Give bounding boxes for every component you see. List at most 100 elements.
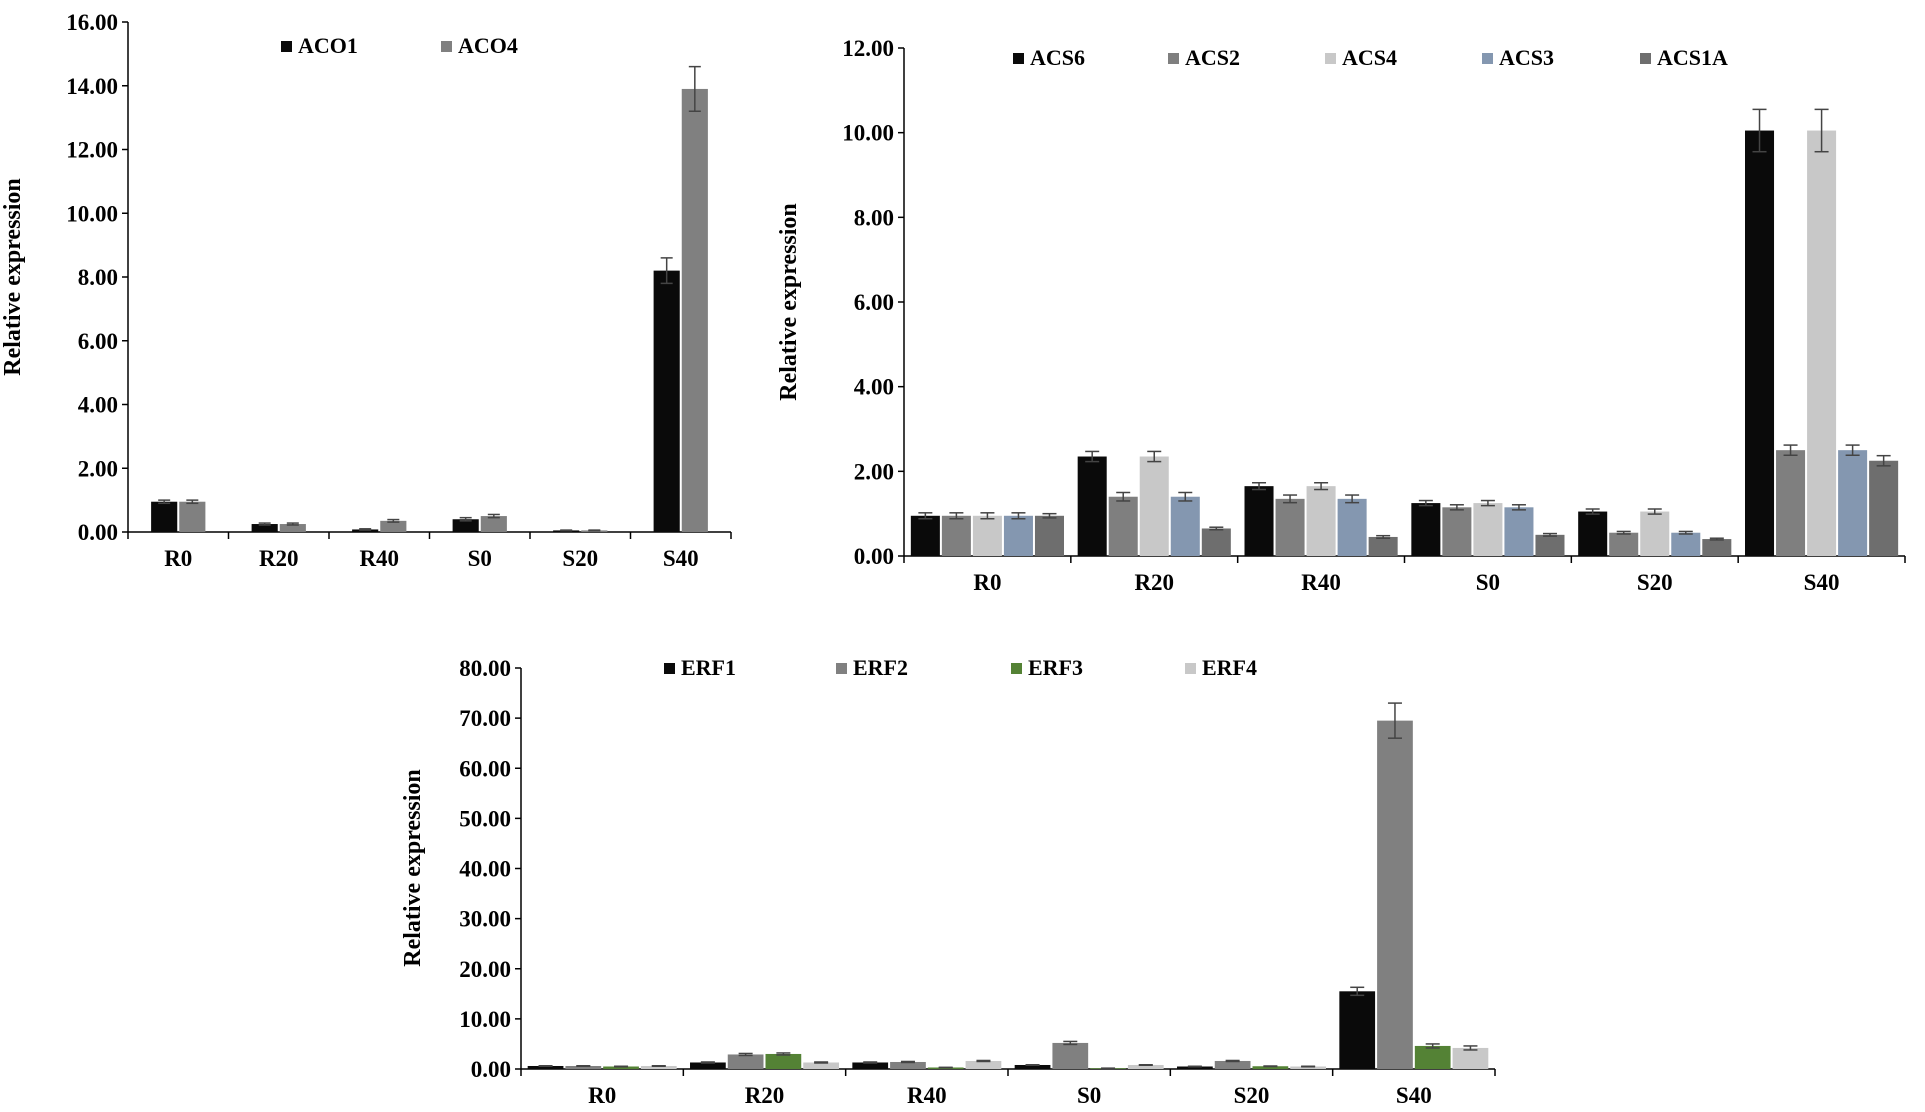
- bar-erf1-r0: [527, 1065, 564, 1069]
- chart-aco: 0.00 2.00 4.00 6.00 8.00 10.00 12.00 14.00 16.00…: [0, 10, 732, 571]
- legend-label-acs2: ACS2: [1185, 45, 1240, 70]
- y-tick-label: 2.00: [78, 456, 118, 481]
- bar-acs4-r40: [1306, 486, 1336, 556]
- x-tick-label: S40: [1396, 1083, 1432, 1108]
- y-tick-label: 4.00: [78, 393, 118, 418]
- x-tick-label: R40: [359, 546, 399, 571]
- bar-acs6-s40: [1745, 130, 1775, 557]
- x-tick-label: S20: [1234, 1083, 1270, 1108]
- y-tick-label: 4.00: [854, 375, 894, 400]
- bar-aco1-s0: [452, 519, 479, 532]
- x-tick-label: R20: [1134, 570, 1174, 595]
- y-tick-label: 8.00: [78, 265, 118, 290]
- y-tick-label: 6.00: [78, 329, 118, 354]
- legend-swatch-erf2: [836, 663, 847, 674]
- bar-acs1a-r40: [1368, 536, 1398, 556]
- bar-erf2-r0: [565, 1065, 602, 1069]
- y-tick-label: 10.00: [66, 201, 118, 226]
- bar-acs2-r20: [1108, 496, 1138, 556]
- chart-erf: 0.00 10.00 20.00 30.00 40.00 50.00 60.00 70.00 8…: [400, 655, 1496, 1108]
- bar-acs3-s40: [1838, 450, 1868, 556]
- x-tick-label: S40: [663, 546, 699, 571]
- bar-erf4-r20: [803, 1062, 839, 1069]
- bar-acs2-r40: [1275, 498, 1305, 556]
- legend-label-acs3: ACS3: [1499, 45, 1554, 70]
- bar-acs6-r0: [910, 515, 940, 556]
- bar-erf4-s0: [1127, 1064, 1164, 1069]
- bar-erf3-r0: [603, 1066, 639, 1069]
- bar-acs4-s40: [1807, 130, 1837, 557]
- bar-erf4-r40: [965, 1060, 1002, 1069]
- bar-erf3-r20: [765, 1053, 802, 1069]
- legend-swatch-acs4: [1325, 53, 1336, 64]
- legend-label-erf4: ERF4: [1202, 655, 1257, 680]
- bar-erf1-s0: [1014, 1064, 1051, 1069]
- bar-aco1-s40: [653, 270, 680, 532]
- bar-acs3-s20: [1671, 532, 1701, 556]
- bar-aco4-r0: [179, 501, 206, 532]
- y-tick-label: 8.00: [854, 205, 894, 230]
- legend-swatch-erf4: [1185, 663, 1196, 674]
- bar-erf4-r0: [640, 1065, 677, 1069]
- y-tick-label: 80.00: [459, 656, 511, 681]
- x-tick-label: R20: [745, 1083, 785, 1108]
- bar-acs3-s0: [1504, 507, 1534, 556]
- legend-label-erf1: ERF1: [681, 655, 736, 680]
- y-tick-label: 0.00: [854, 544, 894, 569]
- y-tick-label: 12.00: [842, 36, 894, 61]
- y-tick-label: 30.00: [459, 907, 511, 932]
- bar-aco1-r20: [251, 524, 278, 532]
- y-tick-label: 20.00: [459, 957, 511, 982]
- bar-acs1a-s0: [1535, 534, 1565, 556]
- bar-acs3-r20: [1170, 496, 1200, 556]
- y-tick-label: 60.00: [459, 756, 511, 781]
- x-tick-label: S0: [1476, 570, 1500, 595]
- bar-erf1-r40: [852, 1062, 889, 1069]
- x-tick-label: R20: [259, 546, 299, 571]
- bar-acs3-r0: [1003, 515, 1033, 556]
- y-axis-title: Relative expression: [400, 769, 426, 967]
- bar-erf2-r20: [727, 1054, 764, 1069]
- bar-erf1-r20: [690, 1062, 726, 1069]
- legend-label-acs4: ACS4: [1342, 45, 1397, 70]
- y-axis-title: Relative expression: [0, 178, 26, 376]
- bar-acs1a-s40: [1869, 460, 1899, 556]
- x-tick-label: S20: [562, 546, 598, 571]
- x-tick-label: R0: [164, 546, 192, 571]
- x-tick-label: S40: [1804, 570, 1840, 595]
- bar-erf2-s40: [1377, 720, 1413, 1069]
- bar-acs2-s0: [1442, 507, 1472, 556]
- y-tick-label: 2.00: [854, 459, 894, 484]
- legend-label-aco4: ACO4: [458, 33, 518, 58]
- bar-aco4-r20: [279, 524, 306, 532]
- x-tick-label: S0: [1077, 1083, 1101, 1108]
- bar-acs6-s20: [1578, 511, 1608, 556]
- x-tick-label: R0: [588, 1083, 616, 1108]
- bar-acs2-s40: [1776, 450, 1806, 556]
- bar-aco1-r0: [151, 501, 178, 532]
- y-tick-label: 70.00: [459, 706, 511, 731]
- bar-acs6-r40: [1244, 486, 1274, 556]
- bar-acs4-s20: [1640, 511, 1670, 556]
- bar-acs3-r40: [1337, 498, 1367, 556]
- bar-acs1a-r0: [1034, 515, 1064, 556]
- bar-erf3-s20: [1252, 1066, 1289, 1069]
- chart-acs: 0.00 2.00 4.00 6.00 8.00 10.00 12.00 Relative e…: [776, 36, 1906, 595]
- bar-erf1-s40: [1339, 991, 1376, 1069]
- bar-erf1-s20: [1177, 1066, 1213, 1069]
- y-axis-title: Relative expression: [776, 203, 802, 401]
- y-tick-label: 0.00: [78, 520, 118, 545]
- bar-erf2-s0: [1052, 1042, 1089, 1069]
- y-tick-label: 50.00: [459, 806, 511, 831]
- bar-erf2-r40: [890, 1061, 926, 1069]
- y-tick-label: 0.00: [471, 1057, 511, 1082]
- legend-swatch-acs1a: [1640, 53, 1651, 64]
- bar-acs2-s20: [1609, 532, 1639, 556]
- legend-label-acs1a: ACS1A: [1657, 45, 1728, 70]
- bar-erf4-s20: [1290, 1066, 1326, 1069]
- y-tick-label: 10.00: [459, 1007, 511, 1032]
- bar-acs1a-s20: [1702, 539, 1732, 556]
- x-tick-label: R0: [973, 570, 1001, 595]
- bar-acs6-r20: [1077, 456, 1107, 556]
